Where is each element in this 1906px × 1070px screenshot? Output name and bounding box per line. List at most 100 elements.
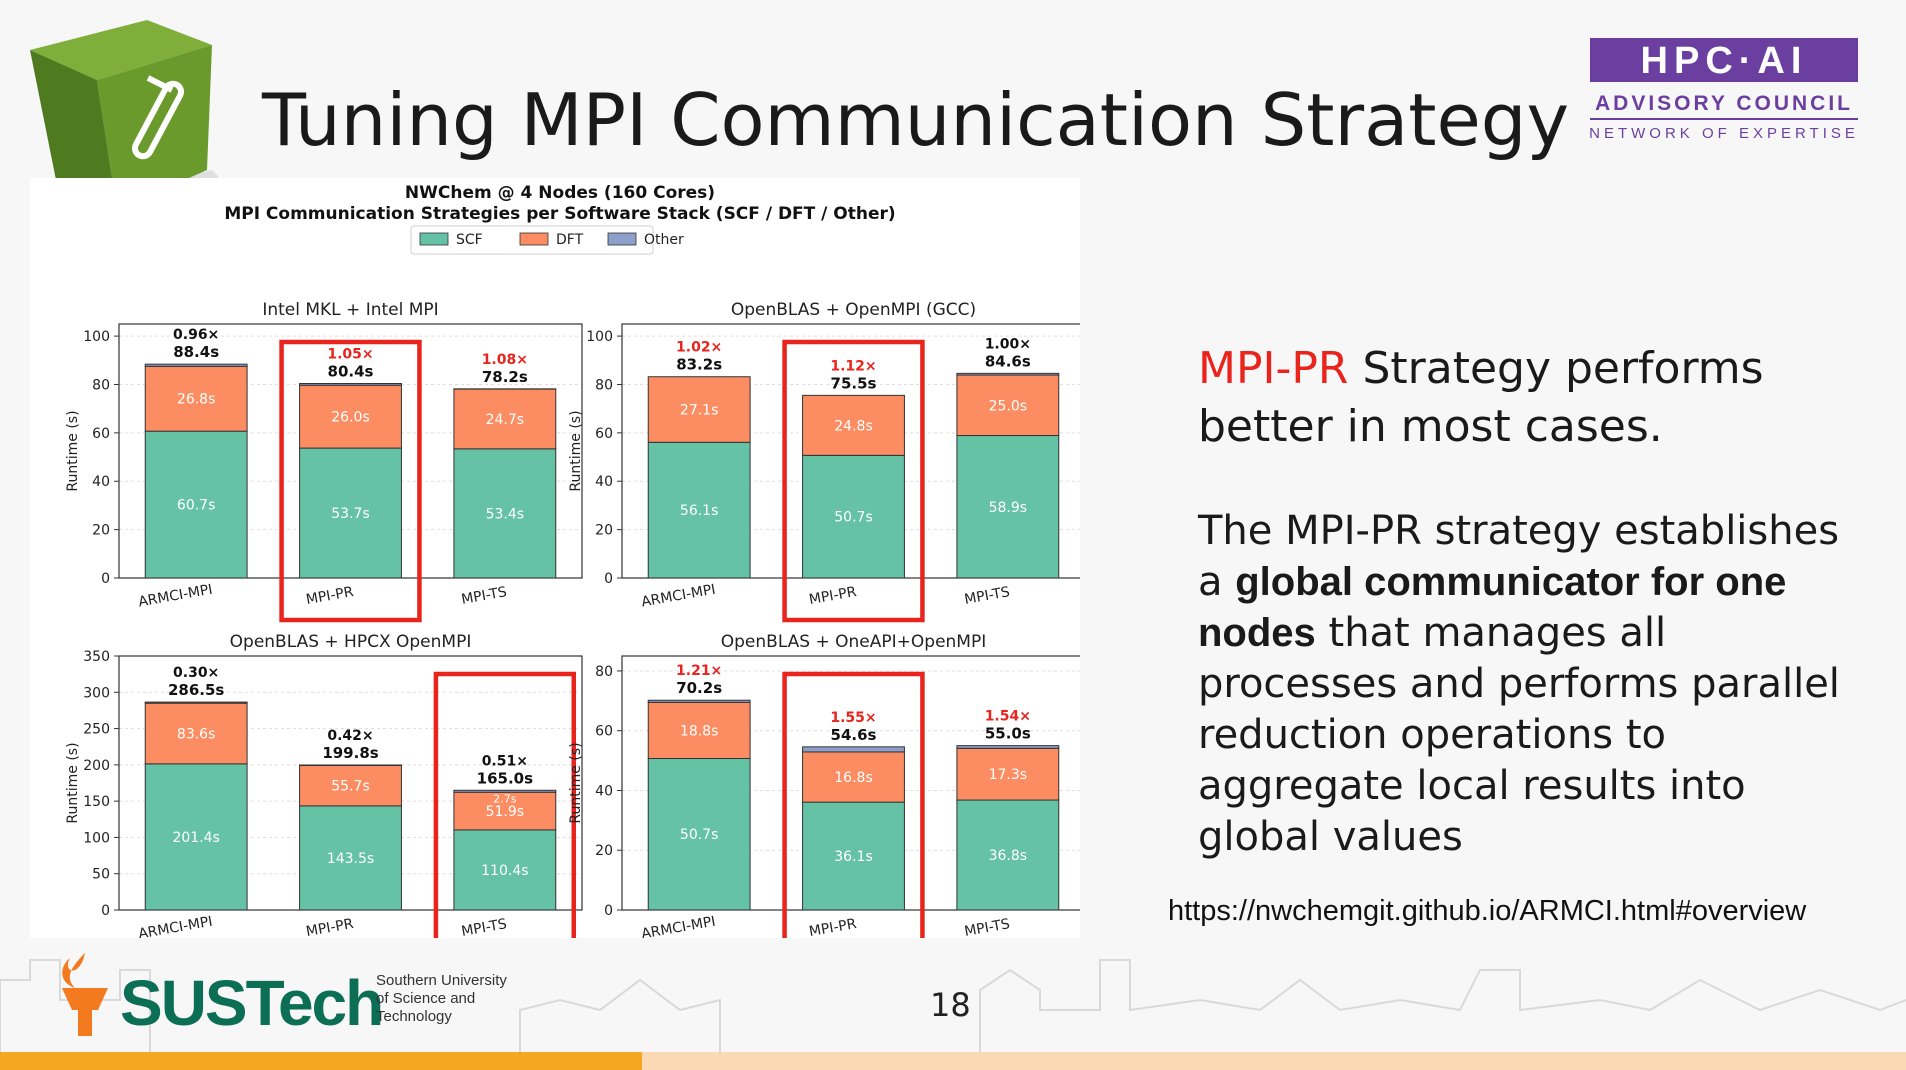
bar-scf-label: 58.9s (989, 500, 1027, 516)
bar-dft-label: 24.8s (834, 418, 872, 434)
bar-scf (802, 454, 905, 579)
bar-scf (144, 430, 248, 579)
bar-scf-label: 60.7s (177, 498, 215, 514)
torch-icon (62, 953, 108, 1036)
bar-speedup-label: 1.21× (676, 663, 722, 679)
bar-scf (956, 799, 1060, 911)
bar-dft-label: 24.7s (486, 412, 524, 428)
bar-dft (299, 764, 402, 807)
side-heading: MPI-PR Strategy performs better in most … (1198, 340, 1858, 456)
bar-scf-label: 50.7s (834, 510, 872, 526)
y-tick-label: 0 (101, 903, 110, 919)
bar-dft-label: 18.8s (680, 723, 718, 739)
bar-other (956, 372, 1060, 376)
page-number: 18 (930, 986, 971, 1024)
sustech-subtitle: Southern University of Science and Techn… (376, 972, 526, 1026)
hpc-ai-advisory-council-logo: HPC·AI ADVISORY COUNCIL NETWORK OF EXPER… (1589, 38, 1859, 142)
y-tick-label: 150 (83, 794, 110, 810)
bar-total-label: 70.2s (676, 679, 722, 697)
y-tick-label: 0 (101, 571, 110, 587)
bar-dft (647, 376, 751, 443)
bar-speedup-label: 1.55× (830, 710, 876, 726)
bar-scf-label: 110.4s (481, 863, 528, 879)
y-tick-label: 0 (604, 903, 613, 919)
subplot-title: OpenBLAS + OpenMPI (GCC) (731, 300, 976, 320)
x-tick-label: MPI-PR (305, 916, 355, 938)
bar-speedup-label: 0.42× (327, 728, 373, 744)
footer-bar-peach (642, 1052, 1906, 1070)
bar-total-label: 80.4s (328, 363, 374, 381)
bar-dft (956, 747, 1060, 801)
y-tick-label: 60 (92, 426, 110, 442)
bar-dft-label: 55.7s (331, 779, 369, 795)
bar-speedup-label: 1.08× (482, 352, 528, 368)
reference-url[interactable]: https://nwchemgit.github.io/ARMCI.html#o… (1168, 895, 1807, 927)
x-tick-label: MPI-PR (808, 584, 858, 608)
bar-dft-label: 25.0s (989, 398, 1027, 414)
bar-dft-label: 51.9s (486, 804, 524, 820)
bar-dft (299, 384, 402, 449)
bar-dft (144, 365, 248, 432)
y-tick-label: 100 (83, 329, 110, 345)
bar-other (647, 699, 751, 703)
bar-speedup-label: 1.54× (985, 709, 1031, 725)
bar-other (144, 701, 248, 704)
y-tick-label: 100 (586, 329, 613, 345)
y-tick-label: 0 (604, 571, 613, 587)
y-tick-label: 40 (595, 474, 613, 490)
footer-bar-orange (0, 1052, 642, 1070)
bar-other (453, 789, 557, 793)
sustech-sub-line: of Science and (376, 990, 476, 1007)
side-body: The MPI-PR strategy establishes a global… (1198, 506, 1858, 863)
y-tick-label: 80 (595, 377, 613, 393)
y-tick-label: 20 (92, 523, 110, 539)
bar-dft (956, 374, 1060, 437)
y-tick-label: 200 (83, 758, 110, 774)
x-tick-label: ARMCI-MPI (640, 914, 717, 938)
bar-scf (453, 448, 557, 579)
bar-total-label: 54.6s (831, 726, 877, 744)
bar-other (299, 383, 402, 386)
bar-scf-label: 36.8s (989, 848, 1027, 864)
bar-speedup-label: 1.02× (676, 340, 722, 356)
y-tick-label: 350 (83, 649, 110, 665)
bar-speedup-label: 0.96× (173, 327, 219, 343)
bar-total-label: 75.5s (831, 374, 877, 392)
side-body-part1: The MPI-PR strategy establishes a (1198, 508, 1840, 605)
y-tick-label: 100 (83, 830, 110, 846)
subplots: 0 20 40 60 80 100 Intel MKL + Intel MPI Runtime… (65, 300, 1080, 938)
x-tick-label: MPI-TS (963, 916, 1011, 938)
y-tick-label: 20 (595, 843, 613, 859)
highlight-box (782, 671, 925, 938)
chart-panel: NWChem @ 4 Nodes (160 Cores) MPI Communi… (30, 178, 1080, 938)
legend-label: SCF (456, 232, 483, 248)
highlight-box (279, 339, 422, 623)
hpc-logo-line3: NETWORK OF EXPERTISE (1589, 125, 1859, 142)
sustech-sub-line: Southern University (376, 972, 507, 989)
bar-other (144, 363, 248, 367)
bar-other-label: 2.7s (493, 792, 516, 805)
side-heading-rest: Strategy performs better in most cases. (1198, 343, 1764, 452)
chart-title: NWChem @ 4 Nodes (160 Cores) (405, 183, 715, 203)
legend-swatch (607, 232, 637, 246)
sustech-sub-line: Technology (376, 1008, 452, 1025)
y-tick-label: 250 (83, 722, 110, 738)
bar-dft (647, 701, 751, 759)
legend-label: DFT (556, 232, 584, 248)
bar-total-label: 83.2s (676, 356, 722, 374)
y-axis-label: Runtime (s) (568, 410, 584, 491)
bar-total-label: 88.4s (173, 343, 219, 361)
side-heading-highlight: MPI-PR (1198, 343, 1349, 394)
bar-scf (647, 757, 751, 911)
highlight-box (782, 339, 925, 623)
subplot: 0 20 40 60 80 100 OpenBLAS + OpenMPI (GCC) Runt… (568, 300, 1080, 623)
hpc-logo-line1: HPC·AI (1641, 40, 1808, 82)
y-axis-label: Runtime (s) (65, 742, 81, 823)
bar-dft (802, 751, 905, 803)
test-tube-icon (131, 75, 185, 160)
sustech-name: SUSTech (120, 967, 384, 1039)
legend-swatch (419, 232, 449, 246)
footer-skyline (0, 959, 1906, 1052)
bar-dft (802, 394, 905, 456)
x-tick-label: MPI-TS (963, 584, 1011, 608)
